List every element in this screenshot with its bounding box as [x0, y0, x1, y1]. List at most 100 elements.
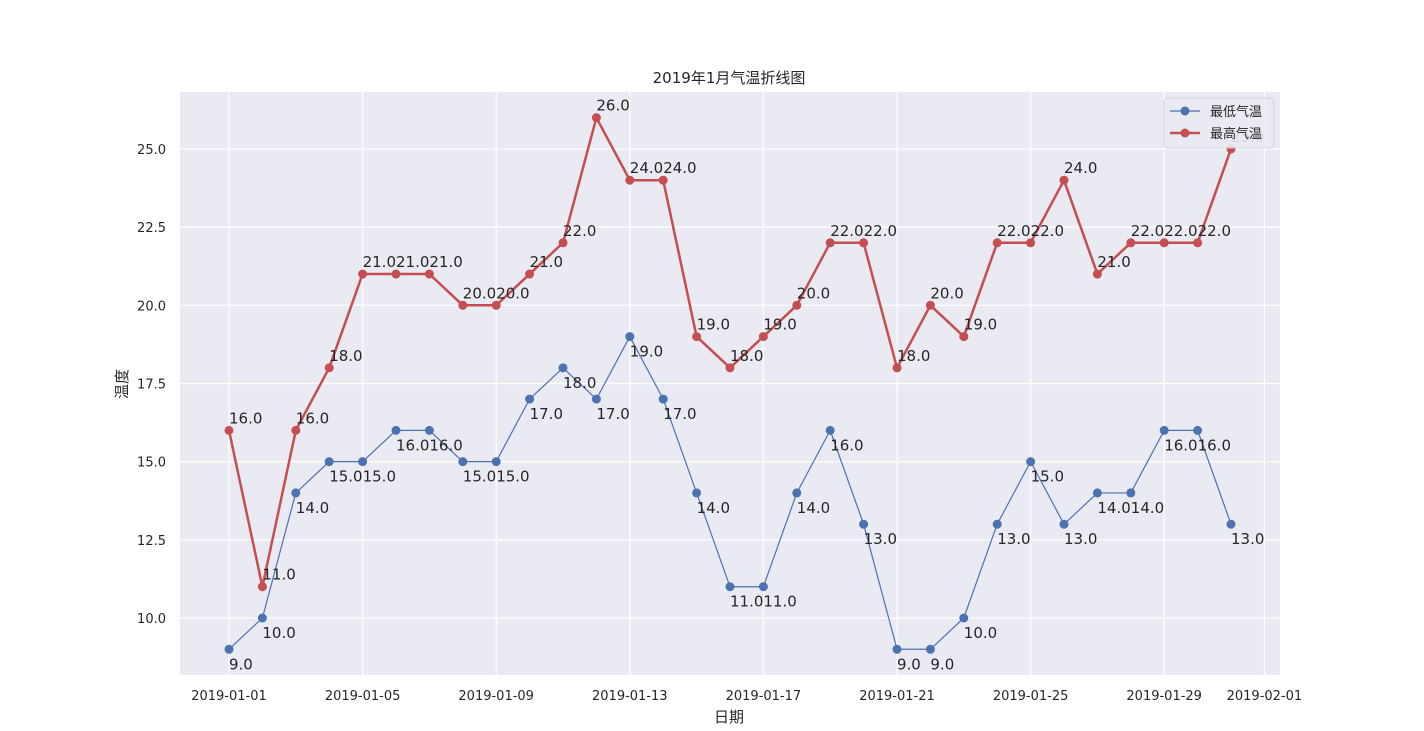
data-label: 21.0	[1097, 253, 1130, 271]
data-point	[1126, 238, 1136, 248]
data-label: 18.0	[730, 347, 763, 365]
data-point	[1226, 519, 1236, 529]
data-point	[825, 238, 835, 248]
data-point	[1059, 519, 1069, 529]
data-label: 13.0	[864, 530, 897, 548]
data-point	[224, 644, 234, 654]
data-label: 24.0	[1064, 159, 1097, 177]
data-label: 14.0	[296, 499, 329, 517]
x-tick-label: 2019-01-21	[859, 689, 935, 704]
data-point	[558, 363, 568, 373]
chart-title: 2019年1月气温折线图	[653, 69, 806, 87]
data-point	[324, 457, 334, 467]
data-label: 15.0	[363, 468, 396, 486]
data-label: 24.0	[630, 159, 663, 177]
data-point	[925, 644, 935, 654]
x-tick-label: 2019-01-25	[993, 689, 1069, 704]
data-label: 22.0	[1198, 222, 1231, 240]
data-label: 17.0	[663, 405, 696, 423]
y-tick-label: 17.5	[137, 377, 166, 392]
data-label: 18.0	[329, 347, 362, 365]
data-point	[792, 488, 802, 498]
y-tick-label: 10.0	[137, 612, 166, 627]
data-label: 13.0	[1231, 530, 1264, 548]
data-label: 20.0	[797, 284, 830, 302]
data-label: 16.0	[396, 436, 429, 454]
y-tick-label: 22.5	[137, 221, 166, 236]
data-point	[1193, 425, 1203, 435]
data-label: 9.0	[229, 655, 253, 673]
legend-label: 最低气温	[1210, 104, 1262, 120]
data-label: 17.0	[530, 405, 563, 423]
data-point	[1159, 425, 1169, 435]
data-point	[1092, 488, 1102, 498]
data-point	[358, 457, 368, 467]
data-label: 18.0	[897, 347, 930, 365]
x-axis-ticks: 2019-01-01 2019-01-05 2019-01-09 2019-01-13…	[191, 689, 1302, 704]
data-point	[925, 300, 935, 310]
data-point	[892, 644, 902, 654]
x-tick-label: 2019-01-01	[191, 689, 267, 704]
data-label: 22.0	[1131, 222, 1164, 240]
data-label: 17.0	[596, 405, 629, 423]
data-label: 19.0	[763, 316, 796, 334]
data-point	[391, 269, 401, 279]
data-label: 16.0	[429, 436, 462, 454]
y-tick-label: 12.5	[137, 534, 166, 549]
data-point	[859, 519, 869, 529]
data-label: 21.0	[429, 253, 462, 271]
x-tick-label: 2019-01-17	[726, 689, 802, 704]
data-point	[892, 363, 902, 373]
data-label: 16.0	[830, 436, 863, 454]
legend-label: 最高气温	[1210, 126, 1262, 142]
data-point	[725, 582, 735, 592]
data-point	[1159, 238, 1169, 248]
data-point	[525, 269, 535, 279]
data-point	[291, 425, 301, 435]
data-label: 16.0	[1198, 436, 1231, 454]
data-label: 19.0	[630, 343, 663, 361]
data-point	[257, 613, 267, 623]
data-label: 22.0	[1031, 222, 1064, 240]
data-point	[591, 113, 601, 123]
data-point	[424, 425, 434, 435]
y-tick-label: 25.0	[137, 143, 166, 158]
data-point	[692, 332, 702, 342]
data-label: 15.0	[1031, 468, 1064, 486]
y-tick-label: 20.0	[137, 299, 166, 314]
data-label: 24.0	[663, 159, 696, 177]
data-label: 14.0	[797, 499, 830, 517]
data-point	[1059, 175, 1069, 185]
x-tick-label: 2019-02-01	[1227, 689, 1303, 704]
x-axis-label: 日期	[714, 708, 744, 726]
data-label: 9.0	[897, 655, 921, 673]
data-label: 10.0	[262, 624, 295, 642]
data-point	[792, 300, 802, 310]
data-label: 15.0	[496, 468, 529, 486]
data-label: 22.0	[830, 222, 863, 240]
data-point	[725, 363, 735, 373]
data-label: 15.0	[329, 468, 362, 486]
data-label: 16.0	[229, 409, 262, 427]
data-label: 11.0	[763, 593, 796, 611]
y-tick-label: 15.0	[137, 456, 166, 471]
data-label: 11.0	[730, 593, 763, 611]
data-point	[959, 332, 969, 342]
data-label: 10.0	[964, 624, 997, 642]
data-point	[625, 332, 635, 342]
data-label: 9.0	[930, 655, 954, 673]
data-point	[291, 488, 301, 498]
data-point	[491, 300, 501, 310]
data-label: 14.0	[1131, 499, 1164, 517]
data-point	[1193, 238, 1203, 248]
data-label: 22.0	[997, 222, 1030, 240]
data-point	[358, 269, 368, 279]
data-point	[458, 300, 468, 310]
data-point	[992, 238, 1002, 248]
data-point	[1026, 457, 1036, 467]
x-tick-label: 2019-01-29	[1126, 689, 1202, 704]
data-label: 21.0	[396, 253, 429, 271]
data-point	[658, 175, 668, 185]
